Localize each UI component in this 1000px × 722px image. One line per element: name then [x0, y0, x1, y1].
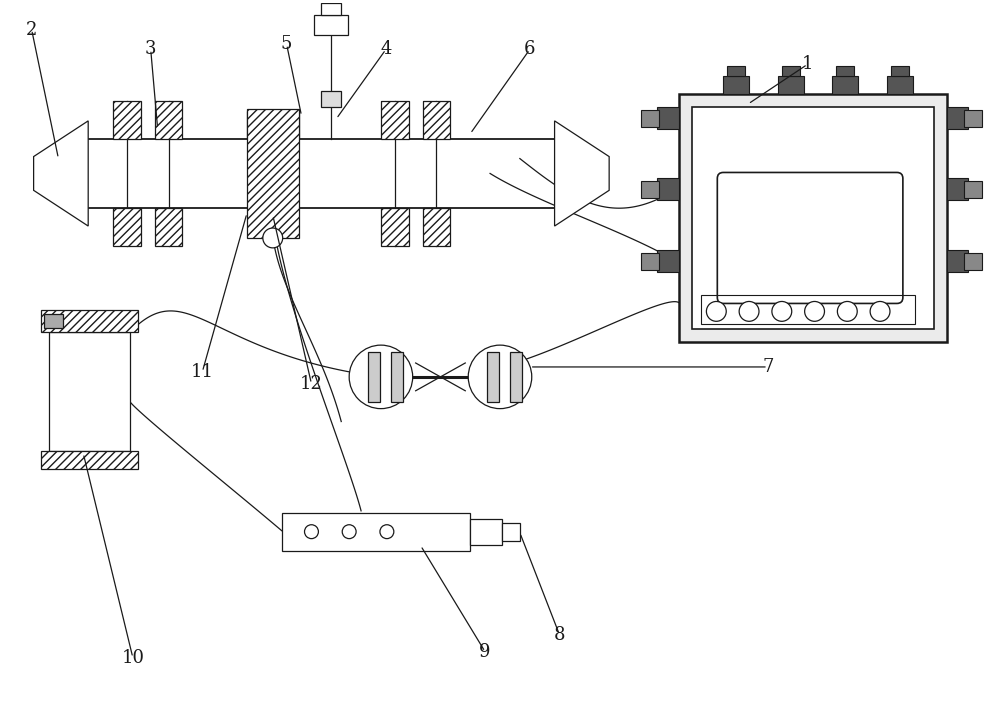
Bar [423, 101, 450, 139]
Bar [381, 101, 409, 139]
Circle shape [805, 302, 824, 321]
Text: 10: 10 [121, 648, 144, 666]
Bar [321, 3, 341, 14]
Text: 6: 6 [524, 40, 536, 58]
Bar [381, 208, 409, 246]
Bar [832, 77, 858, 94]
Bar [692, 107, 934, 329]
Bar [155, 208, 182, 246]
Bar [487, 352, 499, 401]
Bar [155, 101, 182, 139]
Bar [368, 352, 380, 401]
Bar [381, 101, 409, 139]
Bar [113, 208, 141, 246]
Bar [113, 208, 141, 246]
Polygon shape [34, 121, 88, 226]
Bar [321, 91, 341, 107]
Bar [641, 181, 659, 199]
Text: 12: 12 [300, 375, 323, 393]
Bar [502, 523, 520, 541]
Bar [155, 208, 182, 246]
Bar [423, 101, 450, 139]
Text: 5: 5 [281, 35, 292, 53]
Circle shape [739, 302, 759, 321]
Bar [41, 310, 138, 332]
Bar [657, 250, 679, 271]
Circle shape [772, 302, 792, 321]
Bar [381, 208, 409, 246]
Circle shape [837, 302, 857, 321]
Bar [778, 77, 804, 94]
Bar [247, 111, 299, 139]
Text: 3: 3 [145, 40, 156, 58]
Bar [657, 107, 679, 129]
Bar [41, 451, 138, 469]
Bar [964, 181, 982, 199]
Circle shape [305, 525, 318, 539]
Bar [964, 110, 982, 127]
Circle shape [342, 525, 356, 539]
Bar [247, 109, 299, 238]
Bar [247, 109, 299, 238]
Circle shape [468, 345, 532, 409]
Bar [41, 310, 138, 332]
Bar [947, 107, 968, 129]
Bar [423, 208, 450, 246]
Bar [113, 101, 141, 139]
Bar [947, 250, 968, 271]
Bar [41, 451, 138, 469]
Polygon shape [555, 121, 609, 226]
Circle shape [263, 228, 283, 248]
Text: 8: 8 [554, 626, 565, 644]
Bar [727, 66, 745, 77]
Bar [391, 352, 403, 401]
Circle shape [706, 302, 726, 321]
Text: 7: 7 [762, 358, 774, 376]
Circle shape [380, 525, 394, 539]
Bar [155, 101, 182, 139]
Bar [836, 66, 854, 77]
Bar [657, 178, 679, 200]
Bar [891, 66, 909, 77]
Bar [510, 352, 522, 401]
Text: 9: 9 [479, 643, 491, 661]
Circle shape [870, 302, 890, 321]
Bar [314, 14, 348, 35]
Bar [423, 208, 450, 246]
Bar [282, 513, 470, 551]
Bar [113, 101, 141, 139]
Bar [641, 253, 659, 270]
FancyBboxPatch shape [717, 173, 903, 303]
Bar [947, 178, 968, 200]
Bar [679, 94, 947, 342]
Circle shape [349, 345, 413, 409]
Bar [44, 314, 63, 329]
Text: 11: 11 [191, 363, 214, 381]
Bar [701, 295, 915, 324]
Bar [49, 332, 130, 451]
Bar [964, 253, 982, 270]
Text: 2: 2 [26, 20, 37, 38]
Text: 1: 1 [802, 56, 813, 74]
Bar [887, 77, 913, 94]
Bar [782, 66, 800, 77]
Bar [723, 77, 749, 94]
Bar [247, 111, 299, 139]
Bar [470, 519, 502, 544]
Bar [641, 110, 659, 127]
Text: 4: 4 [380, 40, 392, 58]
